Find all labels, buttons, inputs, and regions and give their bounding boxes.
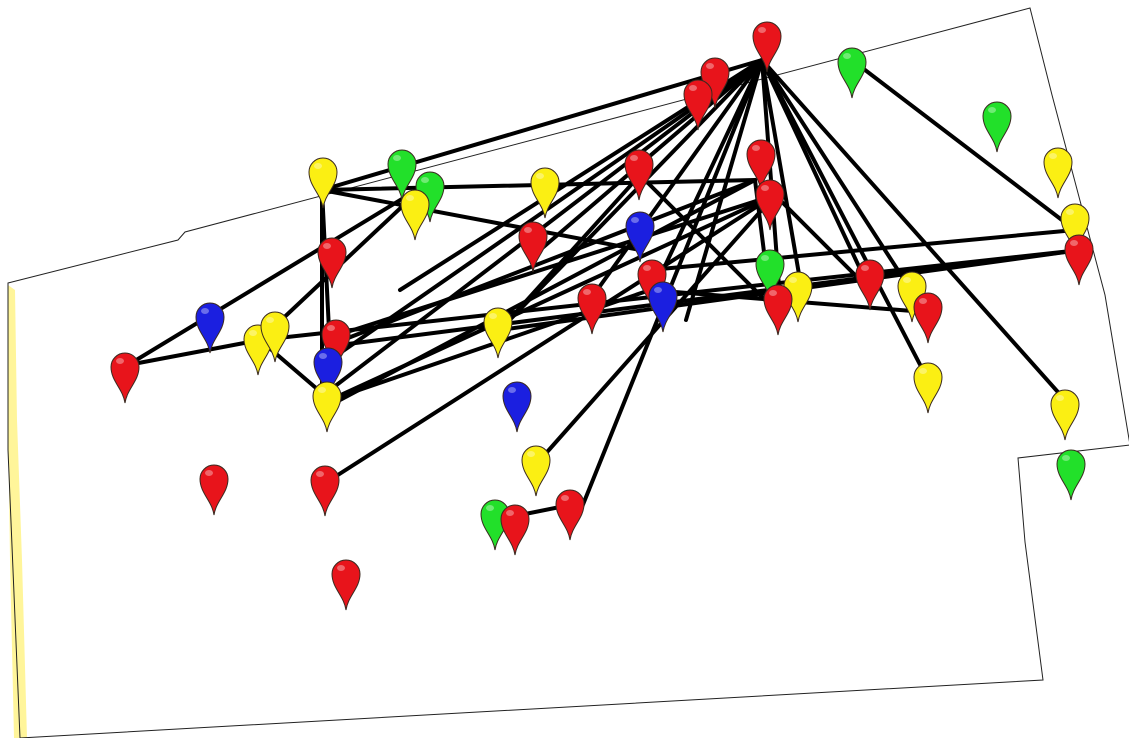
red-map-pin-icon[interactable] [310, 465, 340, 517]
yellow-map-pin-icon[interactable] [530, 167, 560, 219]
yellow-map-pin-icon[interactable] [521, 445, 551, 497]
yellow-map-pin-icon[interactable] [1043, 147, 1073, 199]
connection-line [850, 58, 1077, 232]
red-map-pin-icon[interactable] [755, 179, 785, 231]
red-map-pin-icon[interactable] [1064, 234, 1094, 286]
red-map-pin-icon[interactable] [855, 259, 885, 311]
connection-line [320, 193, 777, 342]
red-map-pin-icon[interactable] [746, 139, 776, 191]
yellow-map-pin-icon[interactable] [483, 307, 513, 359]
connection-lines [126, 58, 1082, 520]
red-map-pin-icon[interactable] [199, 464, 229, 516]
connection-line [328, 58, 764, 392]
connection-line [760, 58, 930, 382]
connection-line [328, 178, 757, 347]
connection-line [328, 193, 777, 402]
connection-line [126, 183, 427, 367]
connection-line [760, 58, 802, 282]
connection-line [498, 58, 764, 332]
blue-map-pin-icon[interactable] [502, 381, 532, 433]
blue-map-pin-icon[interactable] [195, 302, 225, 354]
green-map-pin-icon[interactable] [755, 249, 785, 301]
yellow-map-pin-icon[interactable] [913, 362, 943, 414]
red-map-pin-icon[interactable] [555, 489, 585, 541]
connection-line [760, 58, 1067, 402]
green-map-pin-icon[interactable] [1056, 449, 1086, 501]
red-map-pin-icon[interactable] [500, 504, 530, 556]
parcel-boundary [7, 7, 1129, 738]
yellow-map-pin-icon[interactable] [260, 311, 290, 363]
red-map-pin-icon[interactable] [321, 319, 351, 371]
red-map-pin-icon[interactable] [752, 21, 782, 73]
edge-strip [8, 285, 27, 738]
green-map-pin-icon[interactable] [387, 149, 417, 201]
connection-line [538, 193, 777, 462]
blue-map-pin-icon[interactable] [625, 211, 655, 263]
connection-line [638, 173, 767, 302]
green-map-pin-icon[interactable] [415, 171, 445, 223]
connection-line [648, 228, 1077, 272]
red-map-pin-icon[interactable] [518, 221, 548, 273]
red-map-pin-icon[interactable] [331, 559, 361, 611]
red-map-pin-icon[interactable] [317, 237, 347, 289]
connection-line [328, 193, 777, 482]
connection-line [320, 188, 642, 252]
connection-line [538, 58, 764, 252]
red-map-pin-icon[interactable] [763, 284, 793, 336]
yellow-map-pin-icon[interactable] [1050, 389, 1080, 441]
green-map-pin-icon[interactable] [837, 47, 867, 99]
map-pins [110, 21, 1094, 611]
red-map-pin-icon[interactable] [110, 352, 140, 404]
red-map-pin-icon[interactable] [577, 283, 607, 335]
red-map-pin-icon[interactable] [624, 149, 654, 201]
green-map-pin-icon[interactable] [982, 101, 1012, 153]
connection-line [126, 338, 262, 367]
yellow-map-pin-icon[interactable] [400, 189, 430, 241]
yellow-map-pin-icon[interactable] [308, 157, 338, 209]
red-map-pin-icon[interactable] [683, 79, 713, 131]
yellow-map-pin-icon[interactable] [312, 381, 342, 433]
connection-line [654, 58, 764, 287]
blue-map-pin-icon[interactable] [313, 347, 343, 399]
yellow-map-pin-icon[interactable] [1060, 203, 1090, 255]
red-map-pin-icon[interactable] [913, 292, 943, 344]
blue-map-pin-icon[interactable] [648, 281, 678, 333]
